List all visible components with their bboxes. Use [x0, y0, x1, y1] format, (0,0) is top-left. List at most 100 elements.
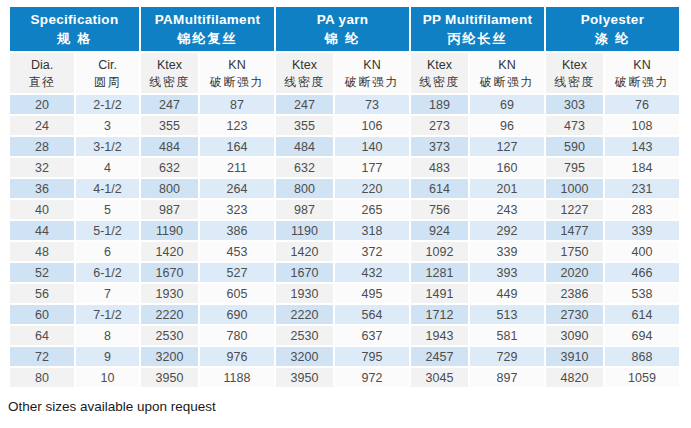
cell: 339: [605, 221, 679, 240]
cell: 800: [141, 179, 198, 198]
cell: 184: [605, 158, 679, 177]
group-header-specification: Specification规 格: [10, 7, 139, 51]
cell: 36: [10, 179, 74, 198]
table-row: 526-1/21670527167043212813932020466: [10, 263, 679, 282]
cell: 247: [141, 95, 198, 114]
cell: 637: [335, 326, 409, 345]
sub-header-zh: 线密度: [141, 74, 198, 91]
cell: 1059: [605, 368, 679, 387]
cell: 3090: [546, 326, 603, 345]
cell: 318: [335, 221, 409, 240]
cell: 5-1/2: [76, 221, 139, 240]
cell: 1420: [141, 242, 198, 261]
cell: 3045: [411, 368, 468, 387]
cell: 140: [335, 137, 409, 156]
cell: 2-1/2: [76, 95, 139, 114]
cell: 729: [470, 347, 544, 366]
sub-header-zh: 线密度: [411, 74, 468, 91]
cell: 1190: [276, 221, 333, 240]
cell: 189: [411, 95, 468, 114]
sub-header-kn: KN破断强力: [605, 53, 679, 93]
cell: 449: [470, 284, 544, 303]
cell: 1491: [411, 284, 468, 303]
cell: 1750: [546, 242, 603, 261]
cell: 632: [141, 158, 198, 177]
cell: 2457: [411, 347, 468, 366]
cell: 3: [76, 116, 139, 135]
sub-header-zh: 线密度: [276, 74, 333, 91]
table-row: 5671930605193049514914492386538: [10, 284, 679, 303]
cell: 108: [605, 116, 679, 135]
cell: 466: [605, 263, 679, 282]
cell: 987: [141, 200, 198, 219]
sub-header-kn: KN破断强力: [470, 53, 544, 93]
table-row: 4059873239872657562431227283: [10, 200, 679, 219]
cell: 495: [335, 284, 409, 303]
sub-header-en: KN: [605, 56, 679, 74]
cell: 87: [200, 95, 274, 114]
cell: 28: [10, 137, 74, 156]
cell: 1477: [546, 221, 603, 240]
cell: 69: [470, 95, 544, 114]
group-header-zh: 锦 纶: [276, 29, 409, 48]
cell: 143: [605, 137, 679, 156]
cell: 590: [546, 137, 603, 156]
cell: 690: [200, 305, 274, 324]
cell: 800: [276, 179, 333, 198]
cell: 3950: [141, 368, 198, 387]
sub-header-zh: 直径: [10, 74, 74, 91]
cell: 373: [411, 137, 468, 156]
cell: 264: [200, 179, 274, 198]
cell: 3910: [546, 347, 603, 366]
sub-header-cir: Cir.圆周: [76, 53, 139, 93]
group-header-en: Specification: [10, 10, 139, 29]
cell: 473: [546, 116, 603, 135]
cell: 453: [200, 242, 274, 261]
cell: 64: [10, 326, 74, 345]
cell: 273: [411, 116, 468, 135]
table-row: 364-1/28002648002206142011000231: [10, 179, 679, 198]
sub-header-en: Ktex: [411, 56, 468, 74]
sub-header-en: KN: [470, 56, 544, 74]
cell: 355: [141, 116, 198, 135]
cell: 3-1/2: [76, 137, 139, 156]
sub-header-en: Ktex: [546, 56, 603, 74]
sub-header-en: Ktex: [141, 56, 198, 74]
sub-header-en: Dia.: [10, 56, 74, 74]
table-row: 8010395011883950972304589748201059: [10, 368, 679, 387]
sub-header-zh: 破断强力: [200, 74, 274, 91]
cell: 3200: [141, 347, 198, 366]
cell: 780: [200, 326, 274, 345]
cell: 795: [546, 158, 603, 177]
cell: 243: [470, 200, 544, 219]
table-row: 7293200976320079524577293910868: [10, 347, 679, 366]
cell: 2530: [276, 326, 333, 345]
group-header-zh: 锦纶复丝: [141, 29, 274, 48]
sub-header-kn: KN破断强力: [335, 53, 409, 93]
cell: 581: [470, 326, 544, 345]
cell: 177: [335, 158, 409, 177]
sub-header-en: Cir.: [76, 56, 139, 74]
cell: 1930: [276, 284, 333, 303]
cell: 1943: [411, 326, 468, 345]
sub-header-ktex: Ktex线密度: [276, 53, 333, 93]
table-row: 24335512335510627396473108: [10, 116, 679, 135]
sub-header-zh: 破断强力: [605, 74, 679, 91]
cell: 3950: [276, 368, 333, 387]
cell: 756: [411, 200, 468, 219]
sub-header-ktex: Ktex线密度: [141, 53, 198, 93]
cell: 283: [605, 200, 679, 219]
cell: 96: [470, 116, 544, 135]
group-header-pp-multifilament: PP Multifilament丙纶长丝: [411, 7, 544, 51]
cell: 106: [335, 116, 409, 135]
sub-header-en: Ktex: [276, 56, 333, 74]
cell: 2530: [141, 326, 198, 345]
cell: 40: [10, 200, 74, 219]
cell: 355: [276, 116, 333, 135]
cell: 614: [605, 305, 679, 324]
cell: 1930: [141, 284, 198, 303]
cell: 32: [10, 158, 74, 177]
group-header-pa-yarn: PA yarn锦 纶: [276, 7, 409, 51]
cell: 339: [470, 242, 544, 261]
sub-header-en: KN: [200, 56, 274, 74]
